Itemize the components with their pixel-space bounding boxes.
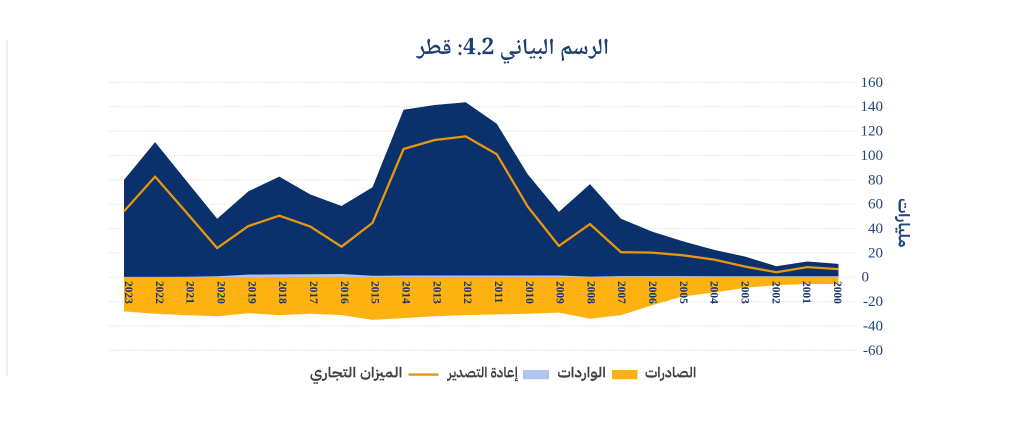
svg-text:-60: -60: [863, 343, 883, 359]
svg-text:2018: 2018: [276, 281, 288, 304]
svg-text:2008: 2008: [584, 281, 596, 304]
svg-text:60: 60: [868, 197, 883, 213]
svg-text:20: 20: [868, 245, 883, 261]
svg-text:40: 40: [868, 221, 883, 237]
svg-text:-20: -20: [863, 294, 883, 310]
svg-text:2001: 2001: [800, 281, 812, 304]
svg-text:2017: 2017: [307, 281, 319, 304]
svg-text:2019: 2019: [245, 281, 257, 304]
svg-text:100: 100: [861, 148, 884, 164]
svg-text:2014: 2014: [400, 281, 412, 304]
svg-text:2010: 2010: [523, 281, 535, 304]
svg-text:2021: 2021: [184, 281, 196, 304]
svg-text:2013: 2013: [430, 281, 442, 304]
svg-text:2012: 2012: [461, 281, 473, 304]
svg-text:2022: 2022: [153, 281, 165, 304]
svg-text:-40: -40: [863, 318, 883, 334]
svg-text:2023: 2023: [122, 281, 134, 304]
svg-text:2011: 2011: [492, 281, 504, 303]
svg-text:2020: 2020: [215, 281, 227, 304]
svg-text:2007: 2007: [615, 281, 627, 304]
svg-text:2000: 2000: [831, 281, 843, 304]
svg-text:2004: 2004: [708, 281, 720, 304]
svg-text:2006: 2006: [646, 281, 658, 304]
svg-text:2005: 2005: [677, 281, 689, 304]
svg-text:2016: 2016: [338, 281, 350, 304]
svg-text:2015: 2015: [369, 281, 381, 304]
svg-text:120: 120: [861, 124, 884, 140]
svg-text:80: 80: [868, 172, 883, 188]
svg-text:2009: 2009: [554, 281, 566, 304]
svg-text:0: 0: [862, 270, 870, 286]
svg-text:2003: 2003: [739, 281, 751, 304]
svg-text:2002: 2002: [769, 281, 781, 304]
svg-text:140: 140: [861, 99, 884, 115]
svg-text:160: 160: [861, 75, 884, 91]
